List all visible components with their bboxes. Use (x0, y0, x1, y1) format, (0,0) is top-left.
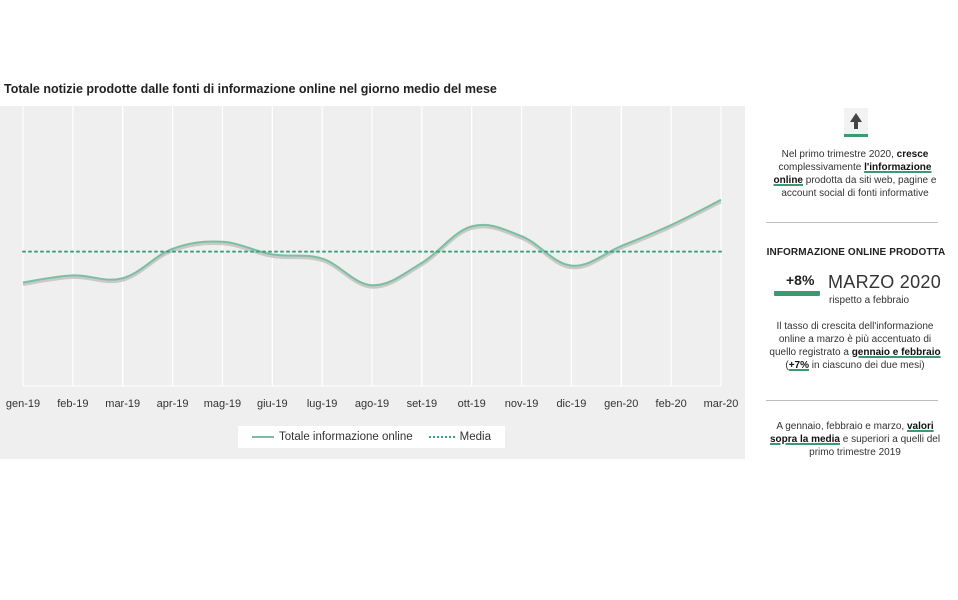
x-tick-label: mar-20 (704, 398, 739, 410)
x-tick-label: gen-19 (6, 398, 40, 410)
legend-item-total: Totale informazione online (252, 431, 413, 443)
x-tick-label: mar-19 (105, 398, 140, 410)
kpi-subtitle: rispetto a febbraio (829, 295, 910, 306)
x-tick-label: ott-19 (458, 398, 486, 410)
x-tick-label: apr-19 (157, 398, 189, 410)
legend-swatch-solid (252, 436, 275, 438)
x-tick-label: dic-19 (556, 398, 586, 410)
x-tick-labels: gen-19 feb-19 mar-19 apr-19 mag-19 giu-19 lug-… (6, 398, 739, 410)
x-tick-label: gen-20 (604, 398, 638, 410)
series-group (22, 198, 722, 289)
legend-label-media: Media (459, 431, 491, 443)
average-text: A gennaio, febbraio e marzo, valori sopr… (769, 421, 941, 458)
chart-title: Totale notizie prodotte dalle fonti di i… (4, 82, 497, 96)
x-tick-label: nov-19 (505, 398, 539, 410)
legend-label-total: Totale informazione online (279, 431, 413, 443)
x-tick-label: mag-19 (204, 398, 241, 410)
x-tick-label: feb-20 (656, 398, 687, 410)
summary-text: Nel primo trimestre 2020, cresce comples… (773, 149, 937, 199)
x-tick-label: set-19 (407, 398, 438, 410)
x-tick-label: giu-19 (257, 398, 288, 410)
series-line-total (22, 198, 722, 287)
kpi-accent-bar (774, 291, 820, 296)
legend-swatch-dotted (428, 436, 455, 438)
legend-item-media: Media (428, 431, 491, 443)
line-chart: gen-19 feb-19 mar-19 apr-19 mag-19 giu-19 lug-… (6, 106, 739, 410)
growth-text: Il tasso di crescita dell'informazione o… (769, 321, 941, 371)
x-tick-label: feb-19 (57, 398, 88, 410)
arrow-up-icon (844, 108, 868, 137)
x-tick-label: ago-19 (355, 398, 389, 410)
x-tick-label: lug-19 (307, 398, 338, 410)
gridlines (22, 106, 722, 387)
divider (766, 400, 938, 401)
kpi-value: +8% (786, 272, 815, 288)
kpi-month: MARZO 2020 (828, 272, 942, 292)
series-shadow (22, 200, 722, 289)
legend: Totale informazione online Media (238, 426, 505, 448)
divider (766, 222, 938, 223)
kpi-heading: INFORMAZIONE ONLINE PRODOTTA (766, 247, 946, 258)
